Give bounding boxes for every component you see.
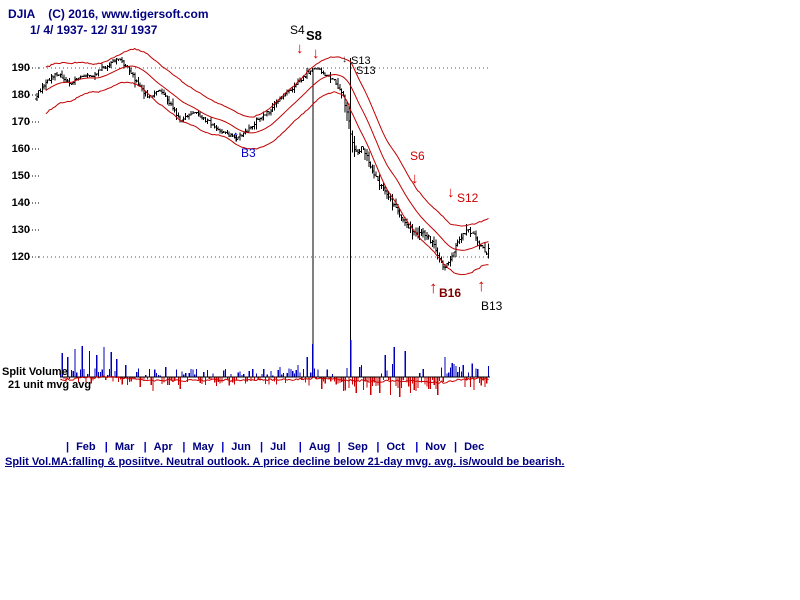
y-axis-label: 170	[11, 116, 30, 128]
up-arrow-icon: ↑	[429, 278, 438, 297]
month-tick: |	[415, 441, 419, 453]
signal-label-B13: B13	[481, 299, 503, 313]
moving-average-bands	[45, 47, 489, 276]
month-tick: |	[143, 441, 147, 453]
up-arrow-icon: ↑	[477, 276, 486, 295]
month-axis-item: | Sep	[338, 441, 368, 453]
signal-label-S8: S8	[306, 28, 322, 43]
month-label: Sep	[347, 441, 368, 453]
signal-label-S13b: S13	[356, 65, 376, 77]
month-tick: |	[376, 441, 380, 453]
volume-ma-label: 21 unit mvg avg	[8, 379, 92, 391]
volume-ma-line	[60, 375, 489, 384]
signal-label-S6: S6	[410, 149, 425, 163]
signal-label-S4: S4	[290, 23, 305, 37]
month-axis-item: | Jun	[221, 441, 251, 453]
month-tick: |	[337, 441, 341, 453]
month-tick: |	[104, 441, 108, 453]
month-label: Dec	[464, 441, 485, 453]
y-axis-label: 180	[11, 89, 30, 101]
signal-label-B16: B16	[439, 286, 462, 300]
y-axis-label: 160	[11, 143, 30, 155]
month-label: Feb	[76, 441, 96, 453]
month-label: May	[192, 441, 214, 453]
y-axis-label: 150	[11, 170, 30, 182]
down-arrow-icon: ↓	[447, 184, 455, 201]
month-label: Apr	[153, 441, 173, 453]
y-axis-label: 190	[11, 62, 30, 74]
month-axis: | Feb | Mar | Apr | May | Jun | Jul | Aug | Sep | Oct | Nov…	[0, 441, 800, 457]
chart-date-range: 1/ 4/ 1937- 12/ 31/ 1937	[30, 23, 158, 37]
y-axis-label: 130	[11, 224, 30, 236]
month-label: Oct	[386, 441, 405, 453]
signal-label-S12: S12	[457, 191, 479, 205]
signal-label-B3: B3	[241, 146, 256, 160]
month-tick: |	[221, 441, 225, 453]
month-tick: |	[182, 441, 186, 453]
month-label: Mar	[114, 441, 135, 453]
month-axis-item: | Mar	[105, 441, 135, 453]
month-label: Jun	[231, 441, 251, 453]
price-bars	[34, 57, 491, 271]
month-axis-item: | Apr	[144, 441, 173, 453]
down-arrow-icon: ↓	[342, 54, 347, 65]
down-arrow-icon: ↓	[312, 45, 320, 62]
outlook-note: Split Vol.MA:falling & posiitve. Neutral…	[5, 456, 565, 468]
month-label: Aug	[308, 441, 331, 453]
month-axis-item: | Nov	[415, 441, 446, 453]
month-axis-item: | Feb	[66, 441, 96, 453]
split-volume-label: Split Volume	[2, 366, 68, 378]
y-axis-label: 120	[11, 251, 30, 263]
month-tick: |	[260, 441, 264, 453]
chart-title: DJIA (C) 2016, www.tigersoft.com	[8, 7, 209, 21]
month-tick: |	[298, 441, 302, 453]
up-arrow-icon: ↑	[232, 128, 240, 145]
month-axis-item: | Jul	[260, 441, 286, 453]
split-volume-bars	[59, 340, 490, 397]
y-axis-label: 140	[11, 197, 30, 209]
month-tick: |	[454, 441, 458, 453]
down-arrow-icon: ↓	[296, 40, 304, 57]
month-label: Jul	[270, 441, 286, 453]
down-arrow-icon: ↓	[411, 170, 419, 187]
month-axis-item: | Dec	[454, 441, 484, 453]
month-label: Nov	[425, 441, 447, 453]
signal-label-S13a: S13	[351, 55, 371, 67]
month-axis-item: | Oct	[376, 441, 404, 453]
month-tick: |	[66, 441, 70, 453]
month-axis-item: | Aug	[299, 441, 330, 453]
month-axis-item: | May	[182, 441, 213, 453]
